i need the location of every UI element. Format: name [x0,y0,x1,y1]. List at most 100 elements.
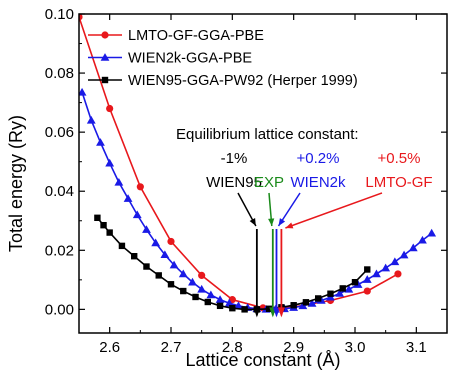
data-point [390,257,400,266]
data-point [143,263,150,270]
data-point [151,238,161,247]
data-point [215,295,225,303]
data-point [86,115,96,124]
annotation-wien95: WIEN95 [206,174,262,191]
data-point [363,287,371,295]
data-point [169,260,179,269]
data-point [79,14,83,21]
data-point [94,214,101,222]
plot-area [79,14,437,313]
y-tick-label: 0.02 [45,242,74,259]
data-point [362,275,372,283]
data-point [136,183,144,191]
annotations: Equilibrium lattice constant: -1% WIEN95EX… [176,126,433,318]
data-point [372,269,381,278]
data-point [192,293,199,301]
data-point [142,225,151,233]
data-point [381,263,391,272]
data-point [344,284,354,293]
equilibrium-arrowhead-wien2k [272,307,280,318]
annotation-lmto: LMTO-GF [365,174,432,191]
data-point [160,250,170,259]
data-point [100,221,107,229]
data-point [364,266,371,273]
y-tick-label: 0.04 [45,183,74,200]
data-point [106,104,114,113]
data-point [408,243,418,252]
annotation-wien95: -1% [221,150,248,167]
data-point [241,306,248,313]
data-point [399,250,409,259]
legend-marker [100,53,110,61]
y-tick-label: 0.10 [45,6,74,23]
series-line [96,217,368,311]
data-point [216,302,224,310]
annotation-lmto: +0.5% [378,150,421,167]
data-point [427,228,437,237]
x-axis-title: Lattice constant (Å) [185,350,340,370]
x-tick-label: 2.8 [222,339,243,356]
annotation-exp: EXP [254,174,284,191]
data-point [114,177,124,186]
data-point [79,87,87,96]
data-point [178,269,188,278]
data-point [339,285,346,292]
x-tick-label: 3.1 [406,339,427,356]
x-tick-label: 2.6 [99,339,120,356]
data-point [307,299,317,307]
legend: LMTO-GF-GGA-PBE WIEN2k-GGA-PBE WIEN95-GGA-… [88,28,358,89]
pointer-arrow-wien95-head [249,218,256,226]
data-point [96,138,105,146]
data-point [204,298,211,306]
legend-marker [101,31,109,39]
pointer-arrow-lmto-head [285,222,294,229]
data-point [118,242,126,250]
x-tick-label: 3.0 [345,339,366,356]
legend-marker [101,76,109,84]
data-point [206,290,216,299]
data-point [394,270,402,278]
data-point [197,284,207,293]
data-point [155,272,162,279]
data-point [131,253,138,260]
data-point [265,305,273,312]
annotation-wien2k: +0.2% [297,150,340,167]
y-tick-label: 0.00 [45,301,74,318]
data-point [132,210,142,219]
data-point [229,304,236,312]
pointer-arrow-exp-head [268,218,275,226]
data-point [167,237,175,246]
series-2 [94,214,371,313]
data-point [351,278,359,286]
data-point [188,277,197,286]
annotation-wien2k: WIEN2k [290,174,346,191]
data-point [234,301,243,310]
legend-label: LMTO-GF-GGA-PBE [128,28,264,44]
data-point [123,194,133,202]
data-point [224,298,234,307]
x-tick-label: 2.7 [161,339,182,356]
data-point [167,281,175,288]
equilibrium-arrowhead-wien95 [253,307,261,318]
data-point [418,235,427,244]
y-axis-title: Total energy (Ry) [6,115,26,252]
y-tick-label: 0.08 [45,65,74,82]
data-point [290,302,297,309]
pointer-arrow-wien2k-head [278,218,286,226]
x-tick-label: 2.9 [283,339,304,356]
legend-label: WIEN2k-GGA-PBE [128,51,252,67]
data-point [106,229,113,236]
legend-label: WIEN95-GGA-PW92 (Herper 1999) [128,73,358,89]
data-point [180,287,187,295]
annotation-heading: Equilibrium lattice constant: [176,126,359,143]
data-point [105,158,115,167]
data-point [335,289,345,297]
data-point [198,271,206,280]
data-point [302,299,310,306]
pointer-arrow-lmto [285,192,383,229]
y-tick-label: 0.06 [45,124,74,141]
data-point [327,290,334,297]
data-point [315,295,322,302]
axis-ticks: 2.6 2.7 2.8 2.9 3.0 3.1 0.00 0.02 0.04 0.06 0.08 0.… [45,6,447,356]
